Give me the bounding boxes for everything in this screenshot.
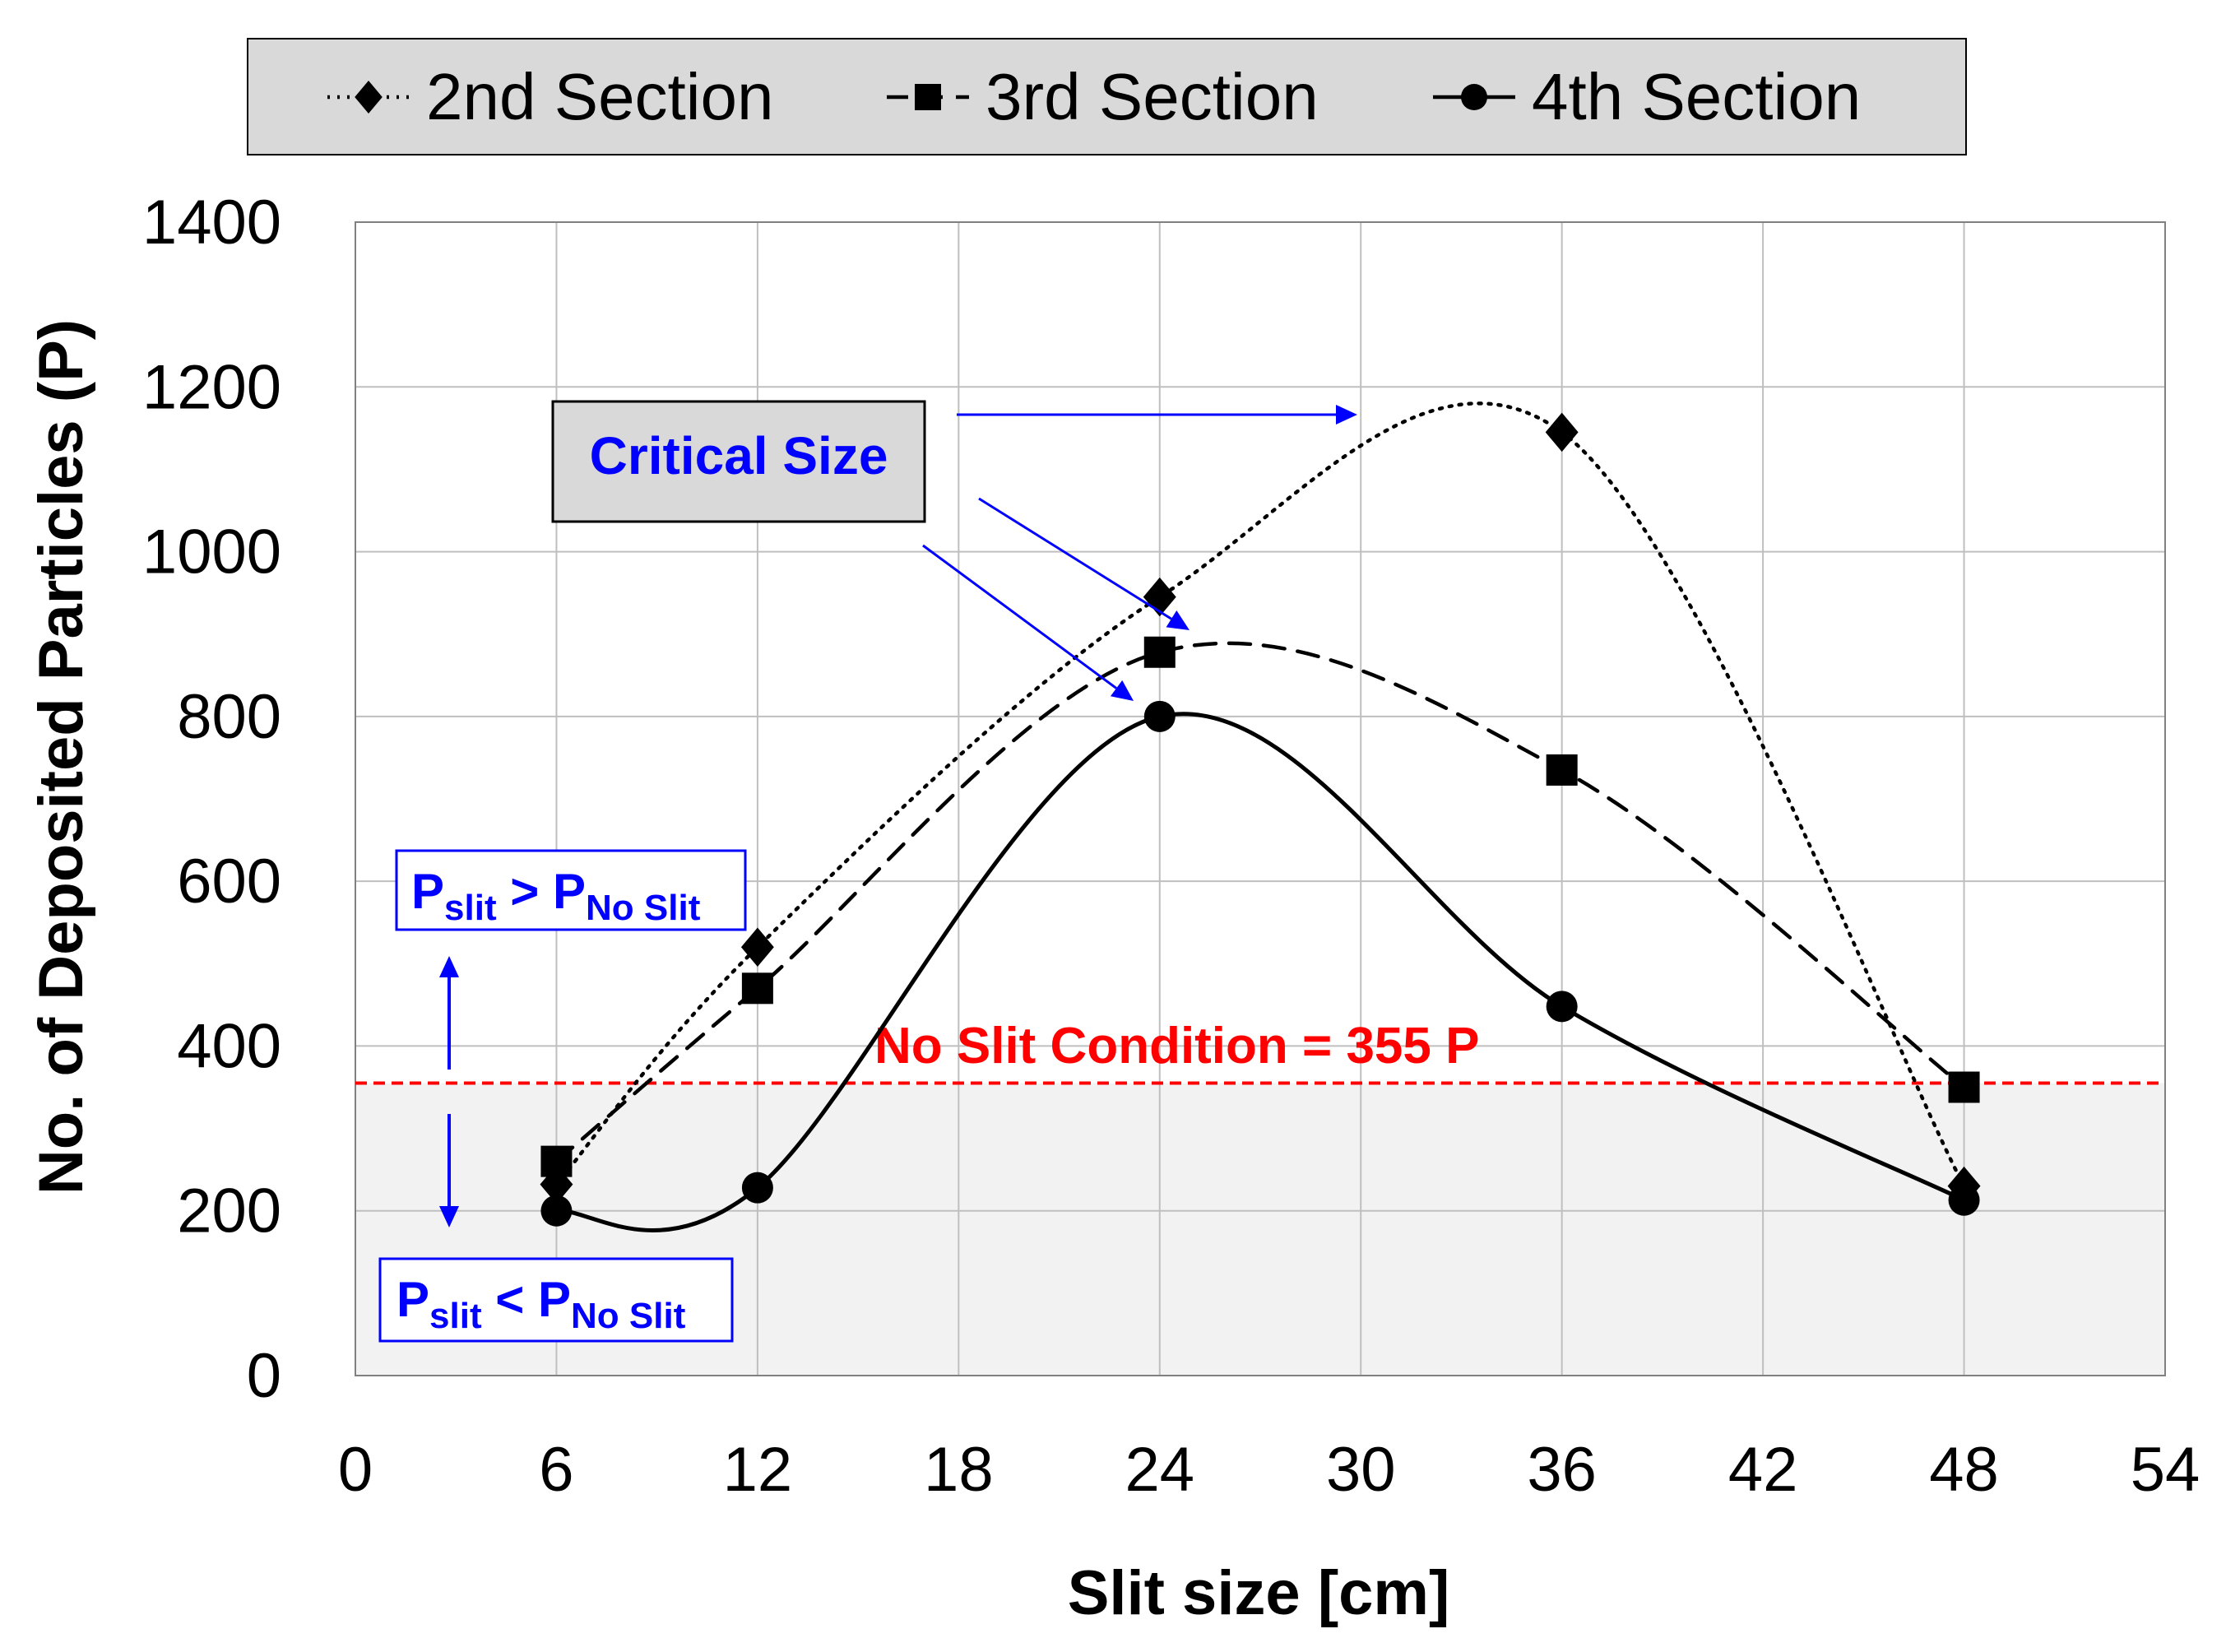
legend-item: 4th Section (1433, 60, 1861, 133)
x-tick-label: 18 (924, 1435, 994, 1505)
series-point (741, 1172, 773, 1204)
series-point (1546, 991, 1578, 1023)
series-line (554, 401, 1966, 1188)
p-slit-below-annotation: Pslit < PNo Slit (378, 1257, 734, 1343)
legend-label: 4th Section (1532, 60, 1861, 133)
legend-box (247, 38, 1967, 155)
y-tick-label: 1000 (142, 517, 281, 587)
y-axis-label: No. of Deposited Particles (P) (26, 319, 96, 1195)
series-3 (540, 700, 1980, 1232)
down-arrow (439, 1114, 459, 1227)
series-point (740, 927, 774, 968)
x-tick-label: 30 (1326, 1435, 1396, 1505)
y-tick-label: 400 (177, 1011, 281, 1081)
y-tick-label: 800 (177, 682, 281, 752)
up-arrow (439, 956, 459, 1070)
critical-size-annotation: Critical Size (551, 400, 1357, 701)
y-tick-label: 1400 (142, 188, 281, 258)
critical-arrow (957, 405, 1357, 425)
series-point (741, 972, 773, 1005)
legend: 2nd Section 3rd Section 4th Section (247, 38, 1967, 155)
y-tick-label: 0 (247, 1341, 281, 1411)
series-point (1948, 1184, 1980, 1216)
p-slit-below-box (378, 1257, 734, 1343)
legend-swatch-marker (915, 84, 941, 110)
p-slit-above-annotation: Pslit > PNo Slit (395, 849, 747, 931)
no-slit-reference-label: No Slit Condition = 355 P (874, 1018, 1479, 1074)
critical-size-arrows (922, 405, 1357, 701)
y-tick-label: 600 (177, 847, 281, 916)
x-tick-label: 54 (2131, 1435, 2200, 1505)
x-tick-label: 36 (1527, 1435, 1597, 1505)
x-axis-ticks: 0 6 12 18 24 30 36 42 48 54 (338, 1435, 2200, 1505)
critical-arrow (922, 544, 1134, 701)
series-point (1143, 636, 1176, 668)
critical-arrow (978, 497, 1190, 630)
y-tick-label: 1200 (142, 352, 281, 422)
x-tick-label: 42 (1728, 1435, 1798, 1505)
series-point (540, 1145, 573, 1177)
p-slit-above-text: Pslit > PNo Slit (411, 864, 701, 928)
legend-swatch-marker (1461, 84, 1487, 110)
series-line (554, 641, 1966, 1163)
critical-size-label: Critical Size (590, 426, 888, 485)
series-point (1545, 412, 1579, 452)
p-slit-below-text: Pslit < PNo Slit (397, 1272, 686, 1336)
series-point (1948, 1071, 1980, 1103)
x-tick-label: 12 (723, 1435, 793, 1505)
legend-label: 3rd Section (985, 60, 1319, 133)
x-tick-label: 6 (539, 1435, 573, 1505)
series-layer (540, 401, 1981, 1232)
series-2 (540, 636, 1980, 1177)
legend-item: 3rd Section (887, 60, 1319, 133)
above-below-arrows (439, 956, 459, 1227)
x-tick-label: 24 (1125, 1435, 1195, 1505)
y-axis-ticks: 0 200 400 600 800 1000 1200 1400 (142, 188, 281, 1411)
series-point (1143, 700, 1176, 732)
y-tick-label: 200 (177, 1176, 281, 1246)
series-point (540, 1195, 573, 1227)
plot-area-frame (355, 221, 2166, 1376)
series-point (1546, 754, 1578, 786)
x-tick-label: 0 (338, 1435, 373, 1505)
p-slit-above-box (395, 849, 747, 931)
x-tick-label: 48 (1929, 1435, 1999, 1505)
legend-item: 2nd Section (327, 60, 774, 133)
series-point (1143, 577, 1176, 617)
legend-swatch-marker (355, 81, 383, 114)
x-axis-label: Slit size [cm] (1068, 1558, 1450, 1628)
critical-size-box (551, 400, 926, 523)
legend-label: 2nd Section (426, 60, 774, 133)
